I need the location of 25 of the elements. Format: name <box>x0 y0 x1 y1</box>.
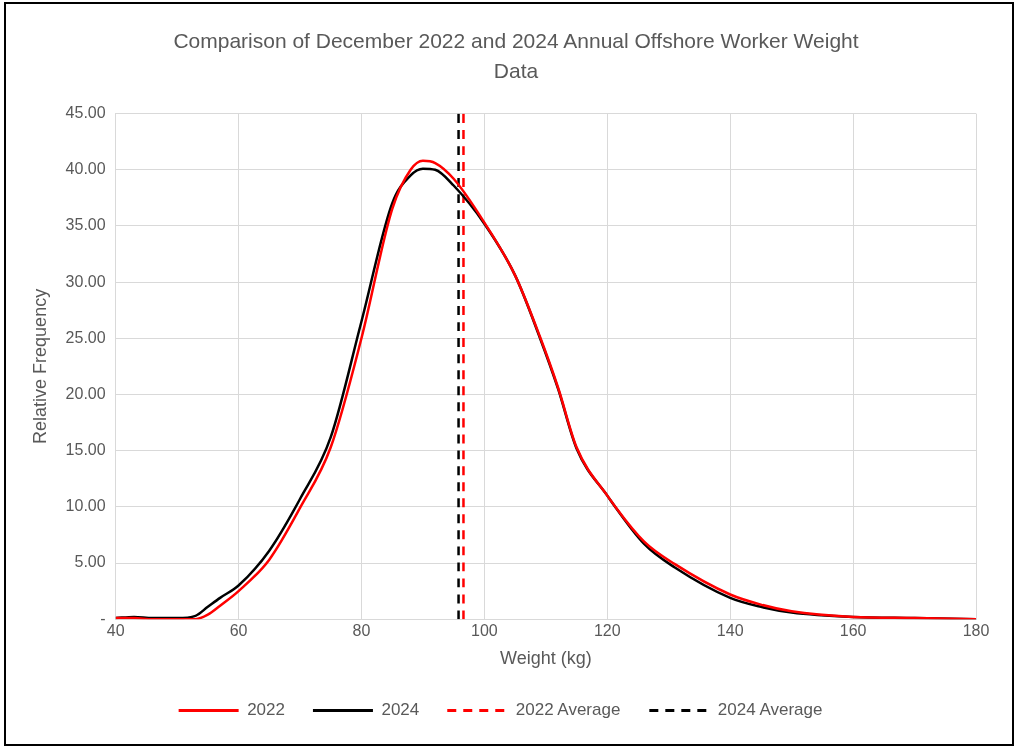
x-tick-label: 100 <box>471 622 498 640</box>
y-axis-title: Relative Frequency <box>29 288 50 444</box>
x-tick-label: 140 <box>716 622 744 640</box>
chart-title: Comparison of December 2022 and 2024 Annual Offshore Worker Weight Data <box>172 28 860 84</box>
x-tick-label: 180 <box>962 622 990 640</box>
x-tick-label: 40 <box>106 622 125 640</box>
y-tick-label: 35.00 <box>65 216 106 234</box>
y-tick-label: 40.00 <box>65 160 106 178</box>
legend-label: 2024 <box>381 700 420 720</box>
legend-label: 2022 <box>247 700 285 720</box>
y-tick-label: - <box>100 609 106 627</box>
y-tick-label: 30.00 <box>65 272 106 290</box>
legend-label: 2022 Average <box>515 700 621 720</box>
x-tick-label: 80 <box>352 622 371 640</box>
legend-label: 2024 Average <box>717 700 823 720</box>
y-tick-label: 20.00 <box>65 384 106 402</box>
x-tick-label: 160 <box>839 622 867 640</box>
y-tick-label: 15.00 <box>65 441 106 459</box>
x-axis-title: Weight (kg) <box>499 648 592 669</box>
y-tick-label: 5.00 <box>74 553 106 571</box>
x-tick-label: 120 <box>593 622 621 640</box>
y-tick-label: 10.00 <box>65 497 106 515</box>
y-tick-label: 25.00 <box>65 328 106 346</box>
y-tick-label: 45.00 <box>65 104 106 122</box>
x-tick-label: 60 <box>229 622 248 640</box>
